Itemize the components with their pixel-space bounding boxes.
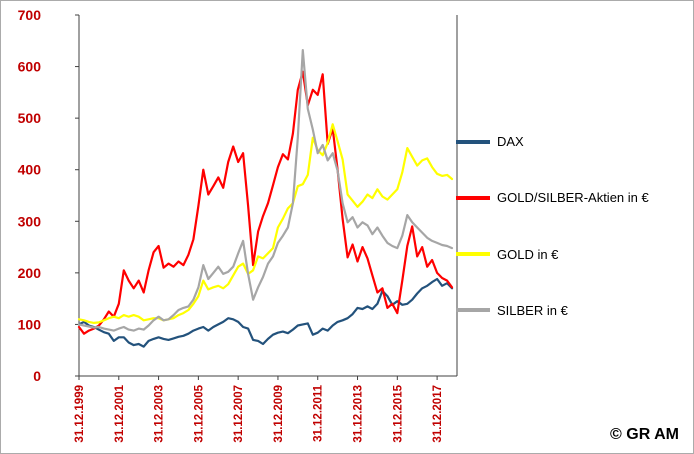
svg-text:100: 100 — [18, 316, 42, 332]
silber-line-swatch — [456, 308, 490, 313]
svg-text:31.12.2009: 31.12.2009 — [273, 385, 285, 443]
gold-line-swatch — [456, 252, 490, 257]
legend-label-gold-silber-aktien: GOLD/SILBER-Aktien in € — [497, 190, 649, 206]
gold-silber-aktien-line-swatch — [456, 195, 490, 200]
svg-text:31.12.2013: 31.12.2013 — [353, 385, 365, 443]
svg-text:31.12.1999: 31.12.1999 — [74, 385, 86, 443]
svg-text:700: 700 — [18, 7, 42, 23]
legend-entry-gold: GOLD in € — [456, 247, 649, 262]
svg-text:31.12.2011: 31.12.2011 — [313, 384, 325, 442]
svg-text:200: 200 — [18, 265, 42, 281]
legend-entry-silber: SILBER in € — [456, 303, 649, 318]
svg-text:31.12.2001: 31.12.2001 — [114, 384, 126, 442]
svg-text:500: 500 — [18, 110, 42, 126]
svg-text:600: 600 — [18, 59, 42, 75]
legend-label-dax: DAX — [497, 134, 524, 149]
legend-label-silber: SILBER in € — [497, 302, 568, 318]
legend-label-gold: GOLD in € — [497, 246, 559, 262]
dax-line-swatch — [456, 139, 490, 144]
svg-text:31.12.2005: 31.12.2005 — [193, 384, 205, 442]
legend-entry-gold-silber-aktien: GOLD/SILBER-Aktien in € — [456, 190, 649, 205]
svg-text:31.12.2017: 31.12.2017 — [432, 385, 444, 443]
svg-text:31.12.2003: 31.12.2003 — [154, 385, 166, 443]
legend-entry-dax: DAX — [456, 134, 649, 149]
svg-text:300: 300 — [18, 213, 42, 229]
chart-legend: DAX GOLD/SILBER-Aktien in € GOLD in € SI… — [456, 134, 649, 318]
svg-text:31.12.2007: 31.12.2007 — [233, 385, 245, 443]
svg-text:400: 400 — [18, 162, 42, 178]
svg-text:31.12.2015: 31.12.2015 — [392, 384, 404, 442]
svg-text:0: 0 — [33, 368, 41, 384]
watermark-gr-am: © GR AM — [610, 426, 679, 443]
